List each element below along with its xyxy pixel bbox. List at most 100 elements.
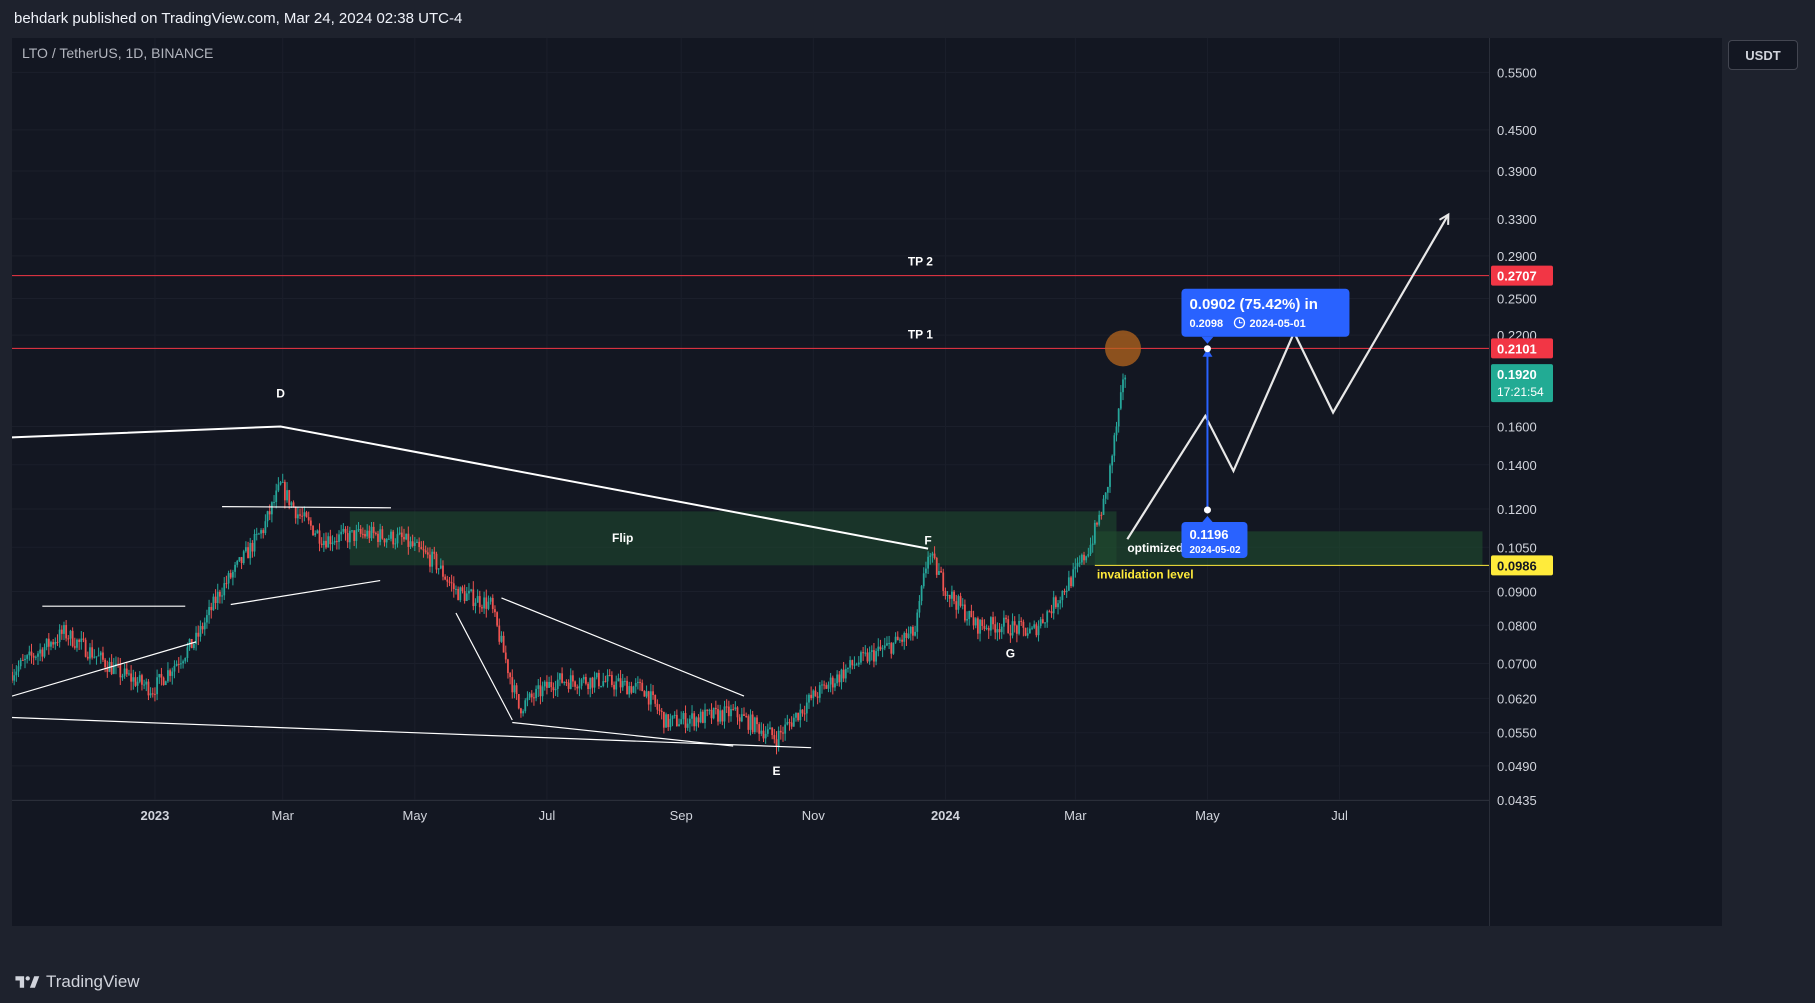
zone-label-flip: Flip <box>612 531 633 545</box>
candle-body <box>574 681 576 687</box>
candle-body <box>143 684 146 686</box>
candle-body <box>615 681 618 690</box>
candle-body <box>286 490 288 501</box>
candle-body <box>914 631 916 636</box>
candle-body <box>643 691 646 697</box>
candle-body <box>981 619 984 626</box>
candle-body <box>1044 622 1046 624</box>
candle-body <box>595 672 598 678</box>
candle-body <box>145 681 148 685</box>
candle-body <box>576 686 579 689</box>
candle-body <box>234 564 236 572</box>
candle-body <box>173 665 176 672</box>
candle-body <box>351 530 353 532</box>
candle-body <box>206 615 208 623</box>
candle-body <box>474 602 477 607</box>
price-tick-label: 0.3900 <box>1497 164 1537 179</box>
candle-body <box>1005 617 1007 620</box>
candle-body <box>953 591 955 602</box>
candle-body <box>745 716 748 718</box>
price-tick-label: 0.0490 <box>1497 759 1537 774</box>
candle-body <box>582 677 585 680</box>
candle-body <box>292 502 295 508</box>
candle-body <box>998 629 1001 633</box>
candle-body <box>13 675 16 681</box>
candle-body <box>340 531 343 535</box>
candle-body <box>1054 597 1057 608</box>
candle-body <box>1104 492 1107 499</box>
candle-body <box>948 594 951 599</box>
candle-body <box>665 714 667 728</box>
candle-body <box>877 646 880 652</box>
price-tick-label: 0.0800 <box>1497 618 1537 633</box>
wave-label-d: D <box>276 387 285 401</box>
candle-body <box>1002 617 1005 627</box>
target-circle-marker <box>1104 330 1141 367</box>
candle-body <box>12 671 13 681</box>
candle-body <box>636 681 639 683</box>
candle-body <box>322 540 325 546</box>
price-chart[interactable]: TP 2 TP 1 invalidation level Flip optimized D… <box>12 38 1722 926</box>
currency-button[interactable]: USDT <box>1728 40 1798 70</box>
candle-body <box>539 685 542 697</box>
trendline <box>501 597 745 697</box>
candle-body <box>556 679 559 689</box>
candle-body <box>838 674 841 683</box>
candle-body <box>30 651 33 656</box>
candle-body <box>552 687 555 691</box>
candle-body <box>766 729 769 734</box>
candle-body <box>210 606 213 611</box>
candle-body <box>1024 627 1027 636</box>
candle-body <box>931 553 934 556</box>
candle-body <box>69 630 72 639</box>
candle-body <box>1070 577 1072 587</box>
candle-body <box>509 673 512 678</box>
candle-body <box>119 664 122 678</box>
candle-body <box>1117 408 1120 427</box>
candle-body <box>896 636 899 641</box>
candle-body <box>769 727 771 730</box>
symbol-title: LTO / TetherUS, 1D, BINANCE <box>22 45 214 61</box>
candle-body <box>886 643 888 646</box>
candle-body <box>1033 624 1036 628</box>
candle-body <box>517 694 520 709</box>
candle-body <box>158 674 161 678</box>
candle-body <box>749 714 752 730</box>
price-tag: 0.0986 <box>1497 558 1537 573</box>
tradingview-brand[interactable]: TradingView <box>14 972 140 992</box>
candle-body <box>307 517 310 521</box>
price-tag: 0.2101 <box>1497 341 1537 356</box>
candle-body <box>797 712 800 721</box>
candle-body <box>572 675 574 682</box>
candle-body <box>244 547 247 552</box>
chart-area[interactable]: TP 2 TP 1 invalidation level Flip optimized D… <box>12 38 1722 926</box>
candle-body <box>279 482 282 485</box>
candle-body <box>654 694 657 704</box>
candle-body <box>964 604 966 621</box>
candle-body <box>732 709 735 711</box>
measure-end-date: 2024-05-01 <box>1249 318 1305 330</box>
candle-body <box>331 542 334 545</box>
candle-body <box>801 709 804 714</box>
time-tick-label: May <box>1195 808 1220 823</box>
price-tick-label: 0.0620 <box>1497 691 1537 706</box>
candle-body <box>112 665 115 674</box>
candle-body <box>227 573 230 584</box>
candle-body <box>979 619 981 634</box>
candle-body <box>1011 621 1014 636</box>
current-price-value: 0.1920 <box>1497 367 1537 382</box>
price-tick-label: 0.2900 <box>1497 249 1537 264</box>
candle-body <box>383 538 386 543</box>
candle-body <box>448 581 451 583</box>
candle-body <box>489 597 492 602</box>
candle-body <box>569 675 572 689</box>
candle-body <box>418 541 421 547</box>
candle-body <box>647 691 650 705</box>
price-tick-label: 0.4500 <box>1497 123 1537 138</box>
candle-body <box>699 711 702 723</box>
candle-body <box>1093 522 1096 544</box>
candle-body <box>1000 626 1003 633</box>
candle-body <box>470 589 473 591</box>
candle-body <box>390 531 392 539</box>
candle-body <box>520 708 522 714</box>
